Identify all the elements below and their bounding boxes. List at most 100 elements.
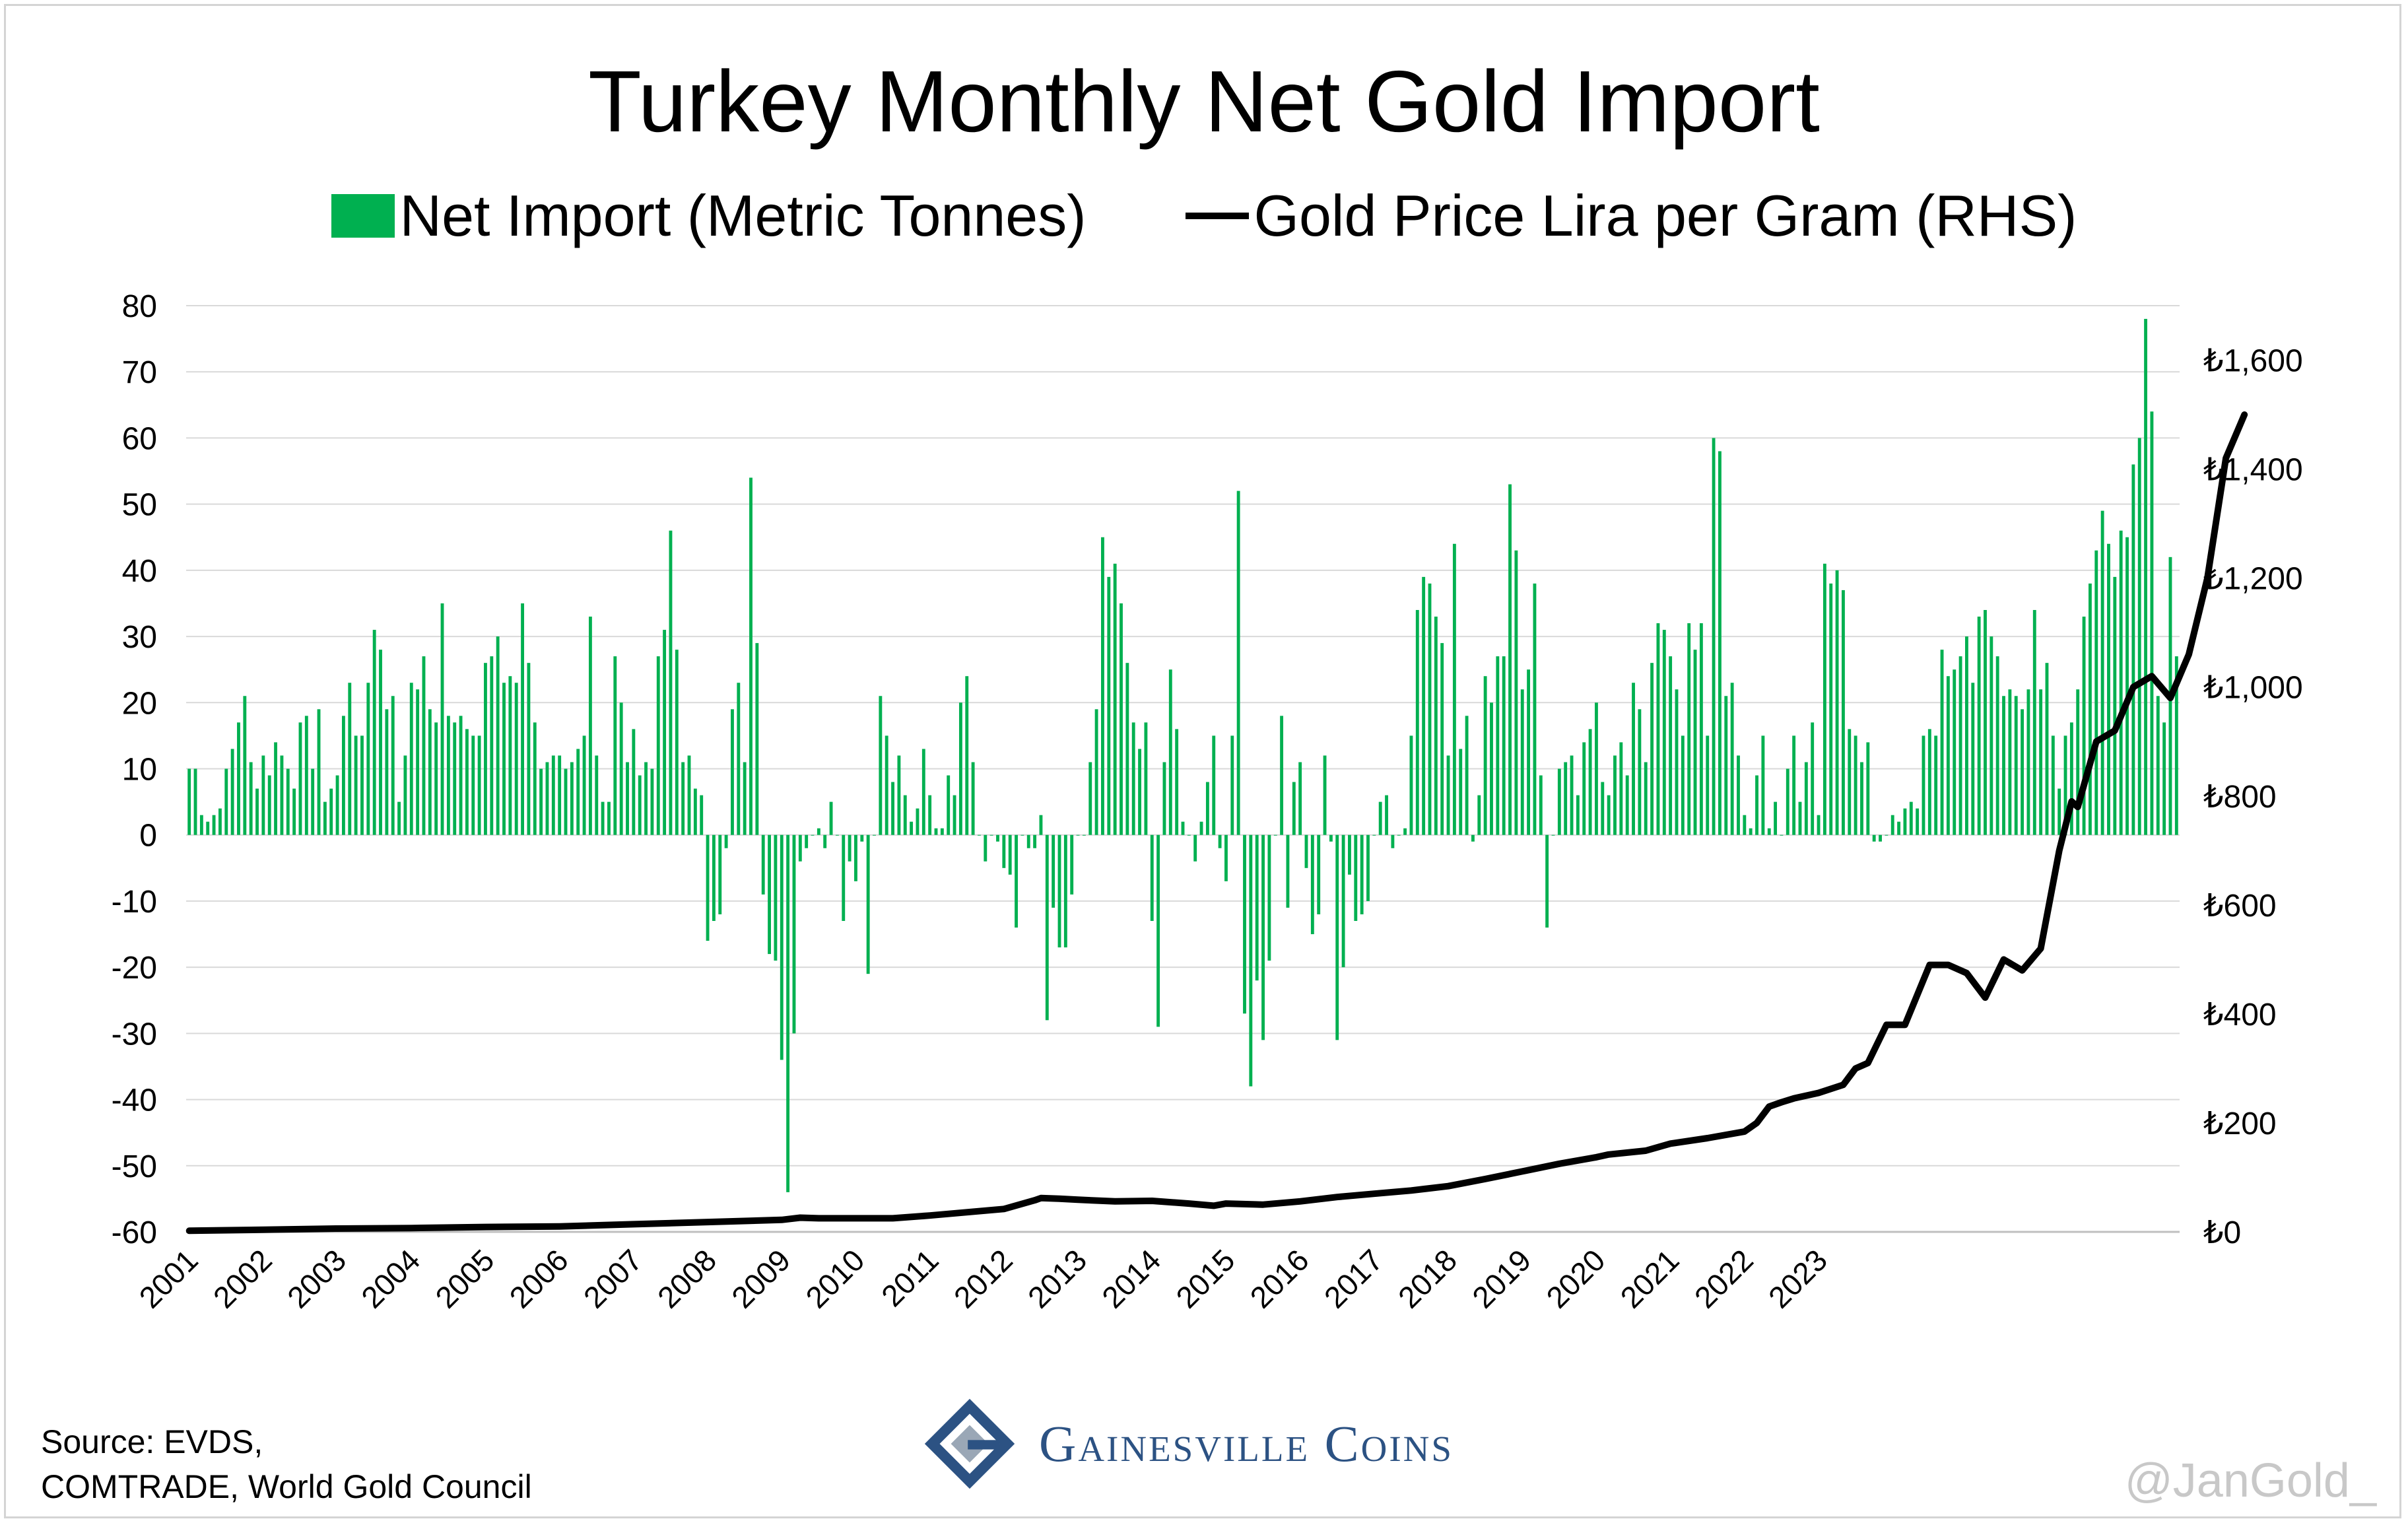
bar [823, 834, 827, 848]
bar [1477, 795, 1481, 835]
bar [1811, 722, 1815, 835]
bar [1286, 834, 1290, 908]
bar [385, 709, 389, 835]
bar [267, 775, 271, 835]
bar [1693, 650, 1697, 835]
bar [1508, 484, 1512, 835]
bar [459, 716, 463, 835]
bar [255, 788, 259, 835]
x-tick-label: 2003 [281, 1242, 352, 1314]
bar [885, 735, 888, 835]
bar [1699, 623, 1703, 835]
bar [465, 729, 469, 835]
x-tick-label: 2009 [725, 1242, 797, 1314]
y-tick-label: -50 [112, 1149, 157, 1184]
bar [187, 768, 191, 835]
legend-label-line: Gold Price Lira per Gram (RHS) [1254, 183, 2077, 248]
bar [2094, 550, 2098, 835]
bar [570, 762, 574, 835]
bar [1082, 834, 1086, 836]
bar [2156, 696, 2160, 835]
y2-tick-label: ₺800 [2203, 780, 2277, 815]
bar [237, 722, 240, 835]
bar [2082, 617, 2086, 835]
bar [2100, 510, 2104, 835]
bar [341, 716, 345, 835]
bar [1298, 762, 1302, 835]
bar [1514, 550, 1518, 835]
bar [2051, 735, 2055, 835]
bar [403, 755, 407, 835]
bar [1625, 775, 1629, 835]
bar [1403, 828, 1407, 835]
bar [2039, 689, 2043, 835]
bar [1613, 755, 1617, 835]
bar [656, 656, 660, 835]
bar [2088, 583, 2092, 835]
bar [348, 683, 352, 835]
legend-item-net-import: Net Import (Metric Tonnes) [331, 182, 1087, 250]
author-handle: @JanGold_ [2124, 1454, 2376, 1507]
bar [1718, 451, 1722, 835]
bar [1193, 834, 1197, 862]
bar [1656, 623, 1660, 835]
bar [2002, 696, 2005, 835]
bar [1909, 801, 1913, 835]
bar [1730, 683, 1734, 835]
bar [601, 801, 605, 835]
brand-logo: Gainesville Coins [923, 1394, 1454, 1493]
bar [897, 755, 901, 835]
bar [1958, 656, 1962, 835]
y-tick-label: 30 [122, 620, 157, 655]
bar [199, 815, 203, 835]
bar [564, 768, 568, 835]
bar [1125, 663, 1129, 835]
x-tick-label: 2006 [503, 1242, 575, 1314]
bar [1619, 742, 1623, 835]
chart-title: Turkey Monthly Net Gold Import [588, 53, 1820, 150]
bar [706, 834, 710, 941]
y-tick-label: 20 [122, 686, 157, 721]
bar [1354, 834, 1358, 921]
bar [1539, 775, 1543, 835]
bar [1033, 834, 1037, 848]
bar [749, 477, 752, 835]
bar [1675, 689, 1679, 835]
bar [891, 782, 894, 835]
bar [632, 729, 636, 835]
bar [650, 768, 654, 835]
bar [1879, 834, 1882, 842]
y2-tick-label: ₺1,400 [2203, 453, 2303, 488]
bar [1378, 801, 1382, 835]
bar [835, 834, 839, 836]
bar [446, 716, 450, 835]
x-tick-label: 2001 [133, 1242, 205, 1314]
bar [1767, 828, 1771, 835]
bar [1138, 749, 1141, 835]
bar [1020, 834, 1024, 836]
bar [533, 722, 537, 835]
bar [2113, 576, 2117, 835]
bar [2063, 735, 2067, 835]
x-tick-label: 2020 [1539, 1242, 1611, 1314]
bar [2076, 689, 2080, 835]
bar [1681, 735, 1685, 835]
source-line-1: Source: EVDS, [41, 1423, 263, 1460]
bar [1120, 603, 1123, 835]
bar [2174, 656, 2178, 835]
bar [1428, 583, 1432, 835]
bar [490, 656, 494, 835]
y2-tick-label: ₺400 [2203, 998, 2277, 1033]
bar [953, 795, 956, 835]
x-tick-label: 2015 [1169, 1242, 1241, 1314]
gainesville-logo-icon [924, 1398, 1015, 1489]
bar [1662, 630, 1666, 835]
bar [1267, 834, 1271, 961]
bar [1885, 834, 1889, 836]
bar [984, 834, 987, 862]
bar [1564, 762, 1568, 835]
bar [700, 795, 704, 835]
bar [1236, 491, 1240, 835]
bar [595, 755, 599, 835]
bar [607, 801, 611, 835]
